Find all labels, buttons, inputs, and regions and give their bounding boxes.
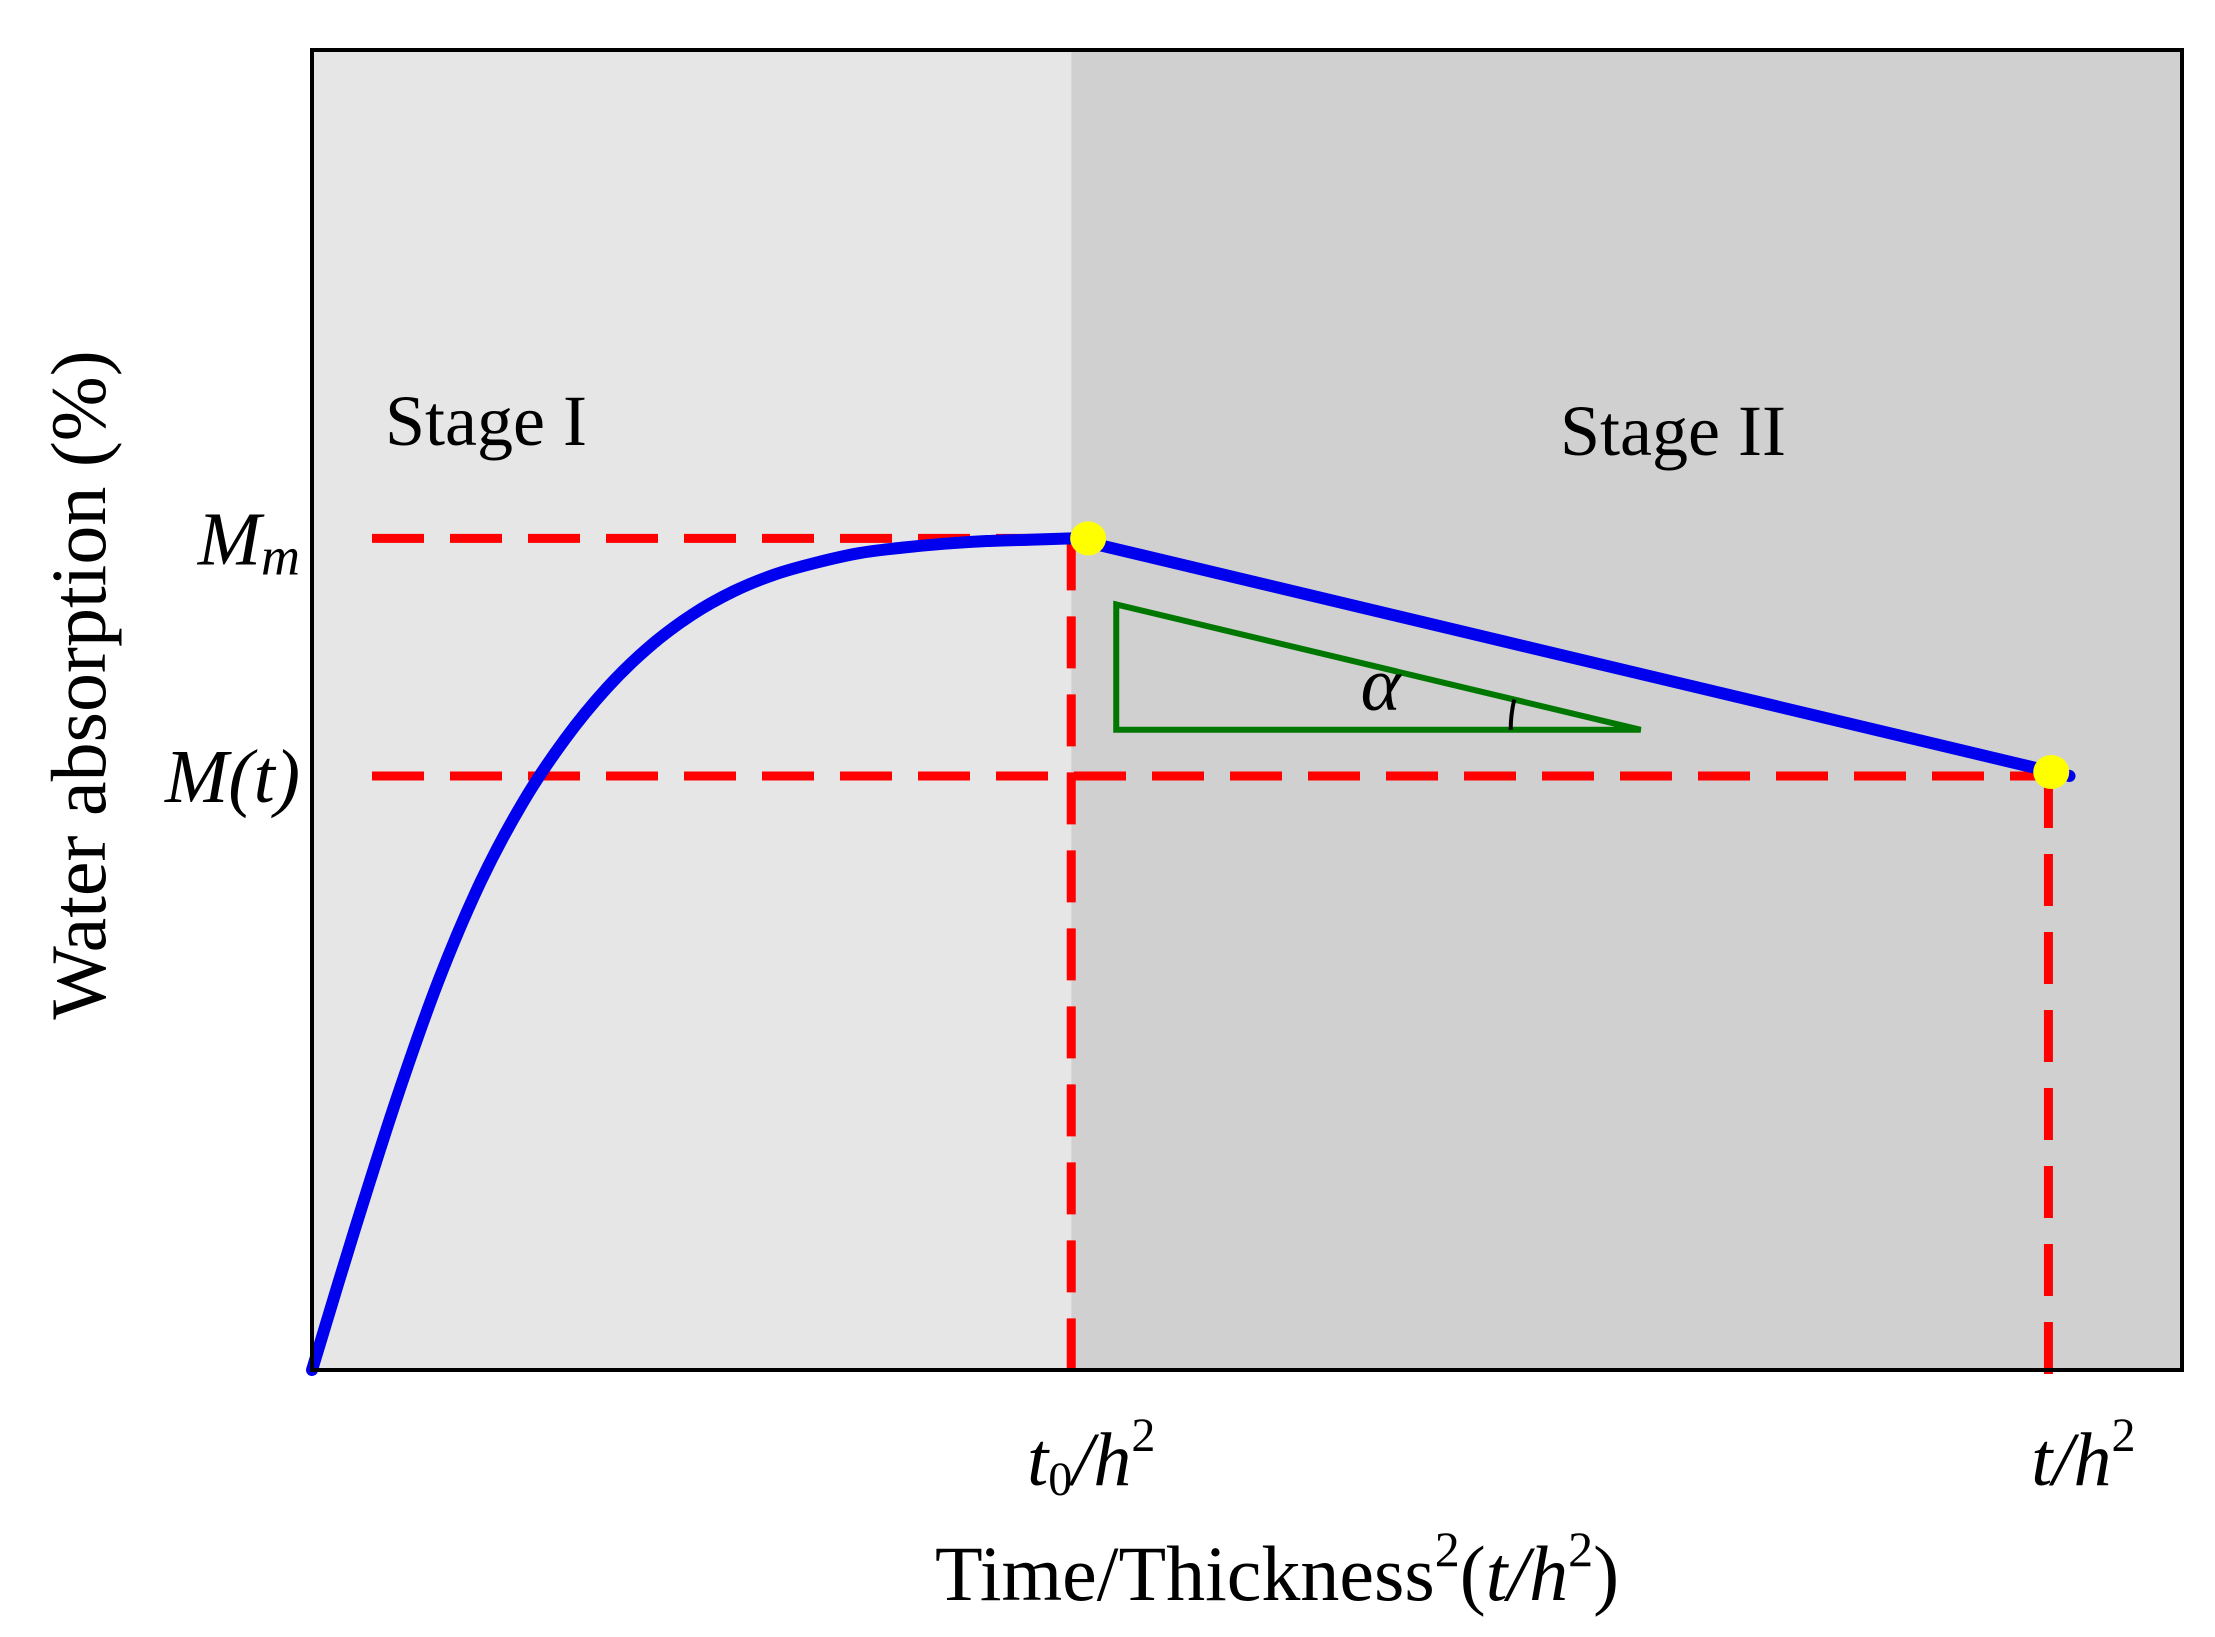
- x-axis-title-sup2: 2: [1568, 1521, 1593, 1577]
- x-tick-1-sup: 2: [2112, 1409, 2136, 1462]
- slope-triangle: [1113, 600, 1642, 733]
- marker-point-0: [1070, 521, 1107, 556]
- x-tick-0-sup: 2: [1131, 1409, 1155, 1462]
- angle-alpha-label: α: [1361, 643, 1403, 727]
- x-axis-title: Time/Thickness2(t/h2): [935, 1521, 1619, 1617]
- x-tick-label-t: t/h2: [2031, 1409, 2135, 1502]
- plot-area: [306, 48, 2184, 1376]
- x-tick-label-t0: t0/h2: [1027, 1409, 1155, 1506]
- x-tick-1-main: t: [2031, 1418, 2054, 1502]
- stage-2-label: Stage II: [1560, 391, 1786, 471]
- x-tick-0-mid: /h: [1068, 1418, 1131, 1502]
- x-tick-1-mid: /h: [2048, 1418, 2111, 1502]
- x-axis-title-sup1: 2: [1435, 1521, 1460, 1577]
- y-tick-1-main: M: [164, 735, 232, 819]
- x-tick-0-sub: 0: [1048, 1453, 1072, 1506]
- x-axis-title-open: (: [1460, 1530, 1486, 1617]
- stage-2-region: [1071, 50, 2182, 1370]
- x-axis-title-var: t/h: [1486, 1530, 1568, 1617]
- marker-point-1: [2033, 755, 2070, 790]
- x-tick-0-main: t: [1027, 1418, 1050, 1502]
- y-tick-0-main: M: [197, 497, 265, 581]
- y-tick-label-mm: Mm: [197, 497, 300, 586]
- x-axis-title-close: ): [1593, 1530, 1619, 1617]
- plot-frame: [310, 48, 2184, 1372]
- y-axis-title: Water absorption (%): [35, 350, 122, 1019]
- x-axis-title-prefix: Time/Thickness: [935, 1530, 1435, 1617]
- stage-1-region: [312, 50, 1072, 1370]
- y-tick-label-mt: M(t): [164, 735, 300, 819]
- series-line: [306, 532, 2076, 1376]
- markers: [1070, 521, 2070, 790]
- y-tick-0-sub: m: [261, 526, 300, 586]
- angle-arc: [1508, 699, 1517, 730]
- y-tick-1-tail: (t): [228, 735, 300, 819]
- stage-1-label: Stage I: [385, 381, 587, 461]
